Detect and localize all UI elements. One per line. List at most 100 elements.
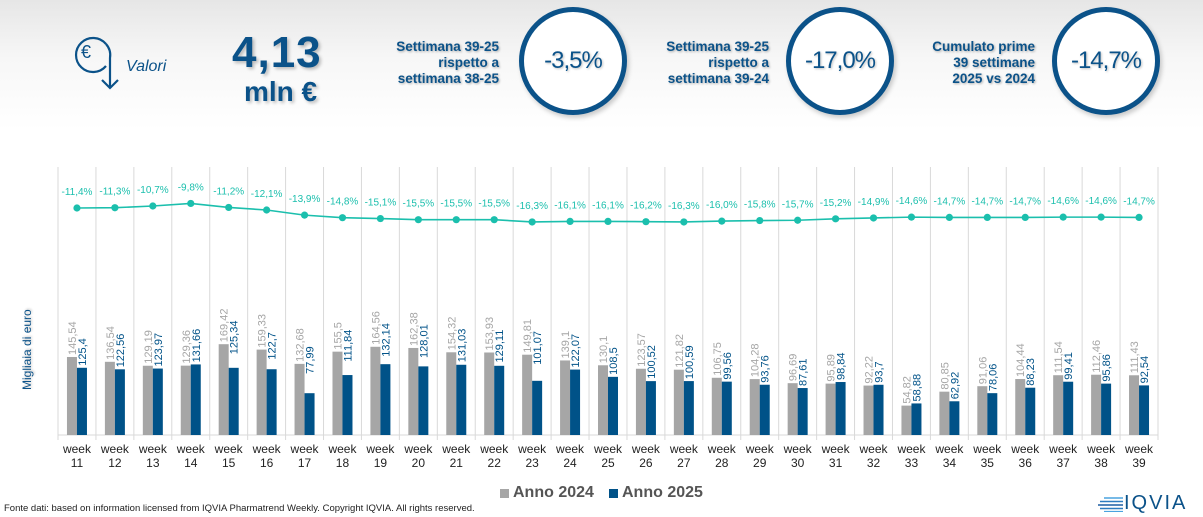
trend-point-label: -16,1% [554,200,586,211]
trend-point-label: -9,8% [178,182,204,193]
bar-label-2024: 132,68 [295,328,307,362]
trend-point-label: -14,7% [971,196,1003,207]
bar-2025 [911,403,922,435]
x-tick-label: week [1010,442,1040,456]
bar-label-2024: 92,22 [864,356,876,384]
trend-point-label: -15,5% [403,199,435,210]
x-tick-label: 34 [943,456,957,470]
bar-label-2025: 92,54 [1139,356,1151,384]
bar-label-2025: 88,23 [1025,358,1037,386]
bar-2024 [218,344,229,435]
trend-point-label: -14,7% [934,196,966,207]
x-tick-label: week [707,442,737,456]
trend-point-label: -14,6% [1047,196,1079,207]
bar-2024 [522,354,533,435]
x-tick-label: week [403,442,433,456]
bar-2024 [1129,375,1140,435]
bar-label-2024: 153,93 [484,317,496,351]
trend-point [604,217,612,225]
x-tick-label: week [214,442,244,456]
kpi-value: -14,7% [1070,47,1142,74]
bar-label-2025: 93,76 [760,355,772,383]
bar-label-2024: 149,81 [522,319,534,353]
trend-point-label: -16,3% [668,201,700,212]
bar-label-2024: 111,43 [1129,341,1141,373]
trend-point-label: -12,1% [251,189,283,200]
x-tick-label: 19 [374,456,388,470]
x-tick-label: week [1048,442,1078,456]
bar-2024 [484,352,495,435]
x-tick-label: week [631,442,661,456]
x-tick-label: 15 [222,456,236,470]
bar-2025 [835,382,846,435]
kpi-label-line: 39 settimane [953,55,1035,70]
bar-label-2025: 129,11 [494,330,506,363]
x-tick-label: 22 [488,456,502,470]
logo-text: IQVIA [1124,492,1188,514]
bar-2024 [749,379,760,435]
bar-2024 [1015,379,1026,435]
trend-point-label: -11,4% [61,187,92,198]
trend-point-label: -16,1% [592,200,624,211]
bar-label-2025: 99,56 [722,352,734,380]
kpi-label-cumulative: Cumulato prime 39 settimane 2025 vs 2024 [932,39,1035,87]
trend-point-label: -14,9% [858,197,890,208]
x-tick-label: 26 [639,456,653,470]
bar-label-2024: 154,32 [446,317,458,351]
bar-2025 [456,364,467,435]
x-tick-label: week [290,442,320,456]
trend-point-label: -14,7% [1009,196,1041,207]
trend-point [983,213,991,222]
bar-label-2024: 112,46 [1091,340,1103,373]
x-tick-label: week [1086,442,1116,456]
trend-point-label: -15,5% [478,199,510,210]
trend-point-label: -16,2% [630,201,662,212]
bar-label-2025: 122,7 [267,332,279,360]
x-tick-label: 39 [1132,456,1146,470]
x-tick-label: 23 [525,456,539,470]
bar-2025 [228,367,239,435]
bar-label-2024: 145,54 [67,321,79,355]
bar-label-2024: 169,42 [219,309,231,343]
x-tick-label: week [517,442,547,456]
bar-2024 [370,346,381,435]
bar-label-2024: 80,85 [939,362,951,390]
x-tick-label: 30 [791,456,805,470]
trend-point [1135,213,1143,222]
kpi-label-line: rispetto a [438,55,499,70]
x-tick-label: 11 [71,456,84,470]
total-unit: mln € [244,76,318,107]
bar-label-2025: 93,7 [874,361,886,382]
x-tick-label: week [327,442,357,456]
bar-label-2025: 131,03 [456,329,468,363]
bar-2025 [873,384,884,435]
total-value: 4,13 [232,28,322,77]
legend-label: Anno 2024 [513,484,594,501]
source-note: Fonte dati: based on information license… [4,503,475,514]
trend-point-label: -11,2% [213,186,244,197]
kpi-label-line: settimana 39-24 [667,71,769,86]
trend-point [414,216,422,224]
bar-2025 [1063,381,1074,435]
bar-label-2025: 100,52 [646,345,658,379]
x-tick-label: week [138,442,168,456]
bar-2025 [987,393,998,435]
bar-2025 [721,381,732,435]
bar-label-2024: 123,57 [636,333,648,367]
bar-2024 [977,386,988,435]
bar-2024 [635,368,646,435]
bar-2025 [1025,387,1036,435]
bar-2025 [418,366,429,435]
bar-2024 [939,391,950,435]
x-tick-label: week [669,442,699,456]
bar-2025 [190,364,201,435]
x-tick-label: week [252,442,282,456]
bar-label-2024: 95,89 [826,354,838,382]
x-tick-label: 28 [715,456,729,470]
x-tick-label: week [441,442,471,456]
trend-point [263,206,271,214]
x-tick-label: 36 [1019,456,1033,470]
iqvia-lines-icon [1098,496,1123,512]
kpi-circle-week-vs-prev-year: -17,0% [786,7,894,115]
x-tick-label: week [1124,442,1154,456]
